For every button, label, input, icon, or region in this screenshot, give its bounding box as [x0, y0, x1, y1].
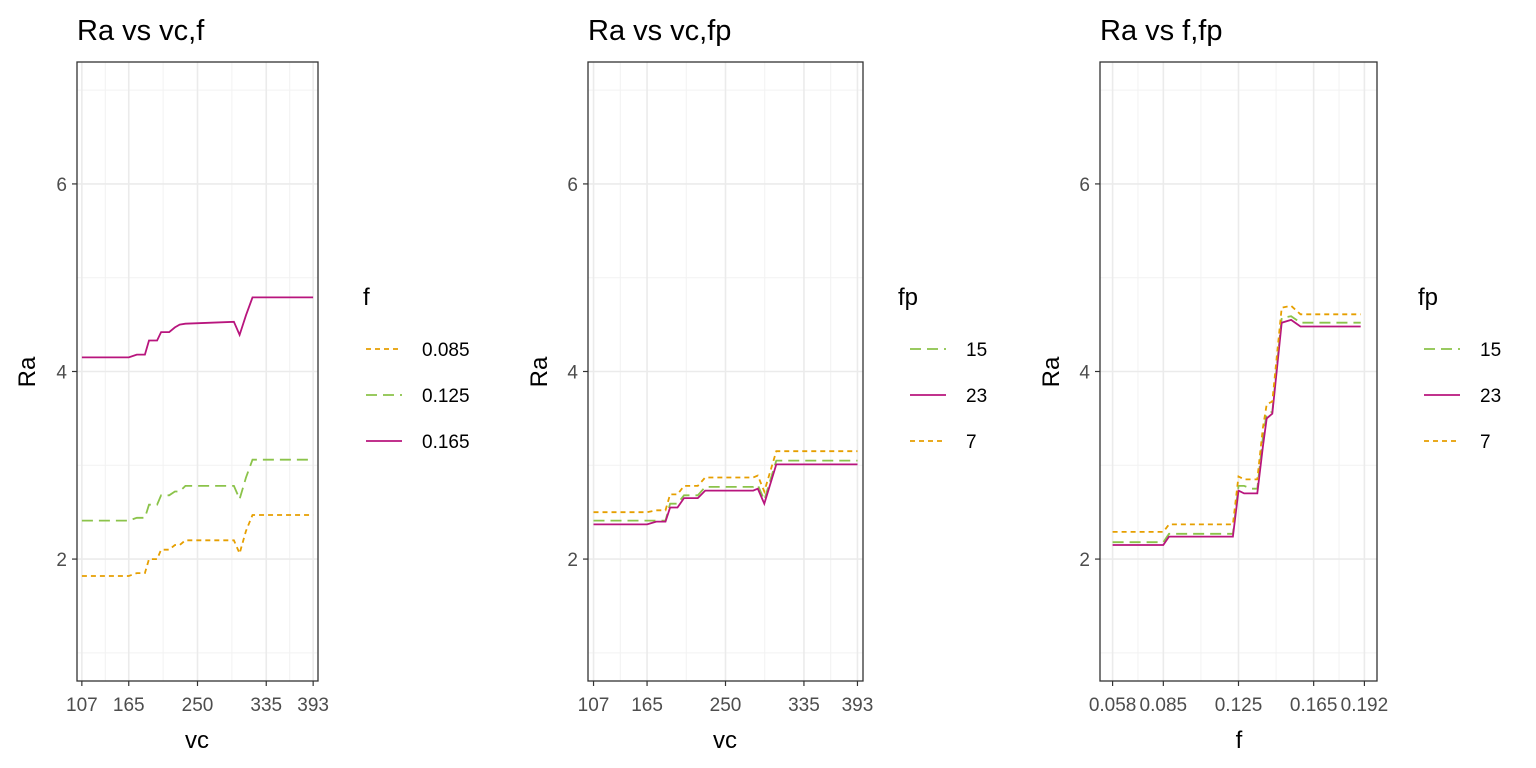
panel-3-series-line-2: [1112, 318, 1361, 546]
panel-1-legend-entry-1: 0.085: [366, 340, 470, 361]
panel-3-x-tick-label: 0.165: [1290, 695, 1338, 716]
panel-3-legend: fp 15 23 7: [1418, 284, 1501, 453]
panel-3-series-line-3: [1112, 304, 1361, 533]
panel-3-legend-entry-1: 15: [1424, 340, 1501, 361]
panel-3-x-tick-label: 0.058: [1089, 695, 1137, 716]
panel-3-y-tick-label: 4: [1079, 363, 1090, 384]
panel-1-x-tick-label: 393: [297, 695, 329, 716]
panel-1-legend-entry-3: 0.165: [366, 432, 470, 453]
panel-2: Ra vs vc,fp 2 4 6 107 165 250 335 393 vc Ra fp …: [526, 15, 987, 754]
panel-1-y-tick-label: 2: [56, 550, 67, 571]
panel-3-legend-label-2: 23: [1480, 386, 1501, 407]
panel-1-plot: 2 4 6 107 165 250 335 393: [56, 61, 329, 716]
panel-2-legend: fp 15 23 7: [898, 284, 987, 453]
panel-3-y-tick-label: 6: [1079, 175, 1090, 196]
panel-3-x-tick-label: 0.192: [1341, 695, 1389, 716]
panel-1-title: Ra vs vc,f: [77, 15, 205, 47]
panel-2-series-line-3: [593, 450, 858, 514]
panel-1-series-line-2: [81, 458, 314, 522]
panel-2-x-tick-label: 335: [788, 695, 820, 716]
panel-2-legend-label-3: 7: [966, 432, 977, 453]
panel-2-title: Ra vs vc,fp: [588, 15, 731, 47]
panel-1-x-axis-title: vc: [185, 727, 209, 754]
panel-1-y-tick-label: 6: [56, 175, 67, 196]
panel-1-legend-label-2: 0.125: [422, 386, 470, 407]
panel-3-legend-label-3: 7: [1480, 432, 1491, 453]
panel-1-y-axis-title: Ra: [14, 356, 41, 387]
panel-2-y-tick-label: 4: [567, 363, 578, 384]
panel-3-legend-entry-2: 23: [1424, 386, 1501, 407]
panel-3-x-tick-label: 0.085: [1140, 695, 1188, 716]
panel-1-y-tick-label: 4: [56, 363, 67, 384]
panel-1-legend-title: f: [363, 284, 370, 311]
panel-2-legend-entry-1: 15: [910, 340, 987, 361]
panel-3-x-axis-title: f: [1236, 727, 1243, 754]
panel-3-y-tick-label: 2: [1079, 550, 1090, 571]
panel-2-x-tick-label: 107: [578, 695, 610, 716]
panel-1-x-tick-label: 250: [182, 695, 214, 716]
panel-2-series-line-2: [593, 463, 858, 526]
panel-2-x-tick-label: 393: [842, 695, 874, 716]
panel-1-series-line-3: [81, 296, 314, 359]
panel-1-legend-label-1: 0.085: [422, 340, 470, 361]
panel-2-x-tick-label: 165: [631, 695, 663, 716]
panel-1-legend: f 0.085 0.125 0.165: [363, 284, 470, 453]
panel-3-plot: 2 4 6 0.058 0.085 0.125 0.165 0.192: [1079, 61, 1389, 716]
panel-1-legend-label-3: 0.165: [422, 432, 470, 453]
panel-1-x-tick-label: 107: [66, 695, 98, 716]
panel-1: Ra vs vc,f 2 4 6 107 165 250 335 393 vc Ra f 0.…: [14, 15, 470, 754]
panel-2-legend-label-2: 23: [966, 386, 987, 407]
panel-2-y-axis-title: Ra: [526, 356, 553, 387]
panel-2-y-tick-label: 6: [567, 175, 578, 196]
panel-2-legend-label-1: 15: [966, 340, 987, 361]
panel-2-legend-title: fp: [898, 284, 918, 311]
panel-3-y-axis-title: Ra: [1038, 356, 1065, 387]
panel-2-x-axis-title: vc: [713, 727, 737, 754]
panel-3-legend-title: fp: [1418, 284, 1438, 311]
panel-1-x-tick-label: 335: [250, 695, 282, 716]
panel-1-x-tick-label: 165: [113, 695, 145, 716]
panel-3-legend-entry-3: 7: [1424, 432, 1491, 453]
panel-1-legend-entry-2: 0.125: [366, 386, 470, 407]
panel-3-title: Ra vs f,fp: [1100, 15, 1223, 47]
panel-2-y-tick-label: 2: [567, 550, 578, 571]
panel-2-legend-entry-3: 7: [910, 432, 977, 453]
panel-2-legend-entry-2: 23: [910, 386, 987, 407]
panel-1-series-line-1: [81, 514, 314, 577]
panel-3-legend-label-1: 15: [1480, 340, 1501, 361]
panel-3-x-tick-label: 0.125: [1215, 695, 1263, 716]
panel-2-x-tick-label: 250: [710, 695, 742, 716]
panel-2-plot: 2 4 6 107 165 250 335 393: [567, 61, 874, 716]
